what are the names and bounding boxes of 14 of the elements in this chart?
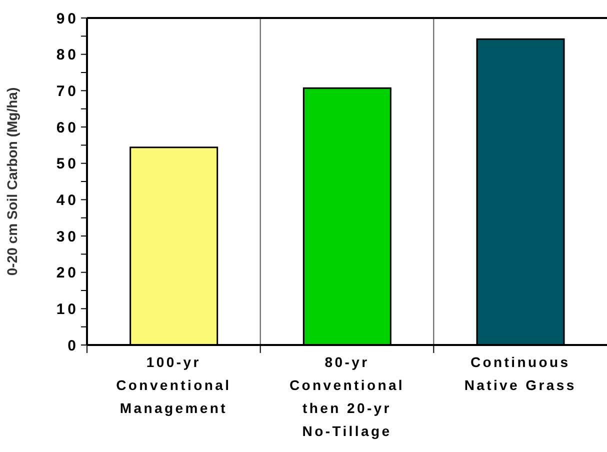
y-tick-label: 60 [56,119,79,136]
y-tick-label: 0 [68,337,79,354]
y-tick-label: 40 [56,192,79,209]
x-tick-label: 80-yr Conventional then 20-yr No-Tillage [289,354,405,439]
y-tick-label: 90 [56,10,79,28]
y-tick-label: 80 [56,46,79,64]
y-tick-label: 50 [56,156,79,173]
y-tick-label: 70 [56,82,79,100]
y-tick-label: 20 [56,264,79,282]
x-tick-label: Continuous Native Grass [464,354,576,393]
x-tick-label: 100-yr Conventional Management [116,354,232,416]
y-tick-label: 30 [56,228,79,246]
y-axis-title: 0-20 cm Soil Carbon (Mg/ha) [4,87,20,276]
y-tick-label: 10 [56,300,79,318]
